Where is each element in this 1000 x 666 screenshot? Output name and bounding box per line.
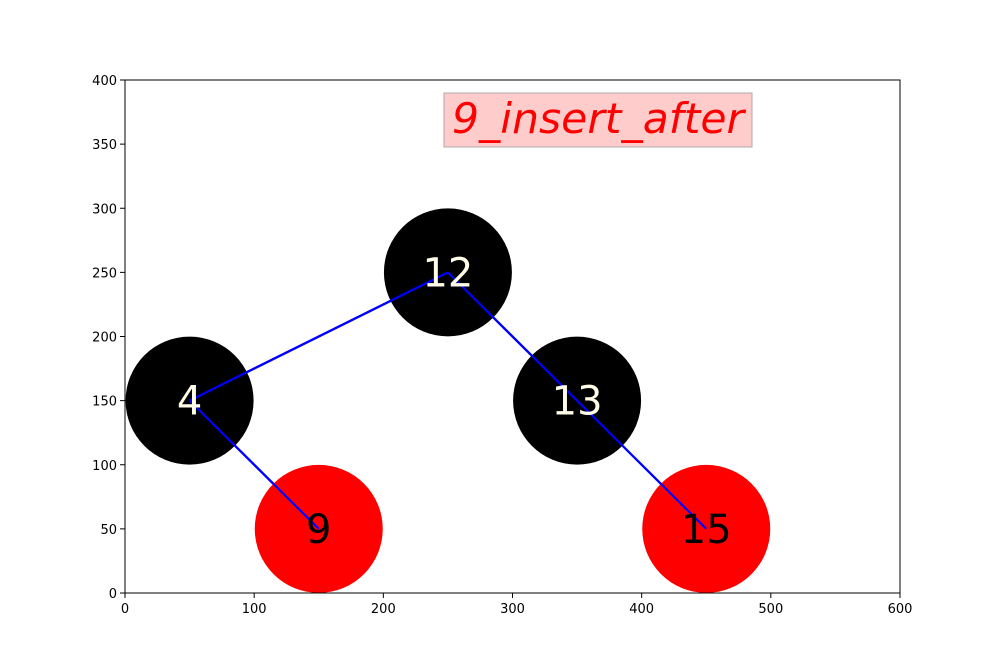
annotation-box: [443, 92, 753, 148]
node-label: 9: [306, 507, 331, 553]
x-tick-label: 400: [629, 602, 654, 617]
x-tick-label: 200: [371, 602, 396, 617]
x-tick-label: 300: [500, 602, 525, 617]
node-label: 15: [681, 507, 732, 553]
y-tick-label: 150: [92, 395, 117, 410]
tree-edge-overlay: [576, 399, 708, 530]
tree-edge-overlay: [189, 271, 449, 402]
y-tick-label: 350: [92, 138, 117, 153]
nodes-layer: 12 4 13 9 15: [125, 208, 771, 593]
y-tick-label: 0: [109, 587, 117, 602]
annotation: 9_insert_after: [443, 92, 753, 148]
axes: 0 100 200 300 400 500 600 0 50 100 150 200 250 300 350…: [92, 74, 912, 617]
x-tick-label: 500: [758, 602, 783, 617]
y-tick-label: 300: [92, 202, 117, 217]
y-tick-label: 250: [92, 266, 117, 281]
x-tick-label: 0: [121, 602, 129, 617]
tree-edge-overlay: [188, 399, 320, 530]
node-label: 13: [552, 379, 603, 425]
node-label: 12: [422, 250, 473, 296]
tree-edge-overlay: [447, 271, 578, 402]
x-tick-label: 600: [888, 602, 913, 617]
x-tick-label: 100: [242, 602, 267, 617]
y-tick-label: 200: [92, 331, 117, 346]
node-label: 4: [177, 379, 202, 425]
y-tick-label: 100: [92, 459, 117, 474]
y-tick-label: 50: [100, 523, 117, 538]
y-tick-label: 400: [92, 74, 117, 89]
annotation-text: 9_insert_after: [452, 94, 747, 143]
